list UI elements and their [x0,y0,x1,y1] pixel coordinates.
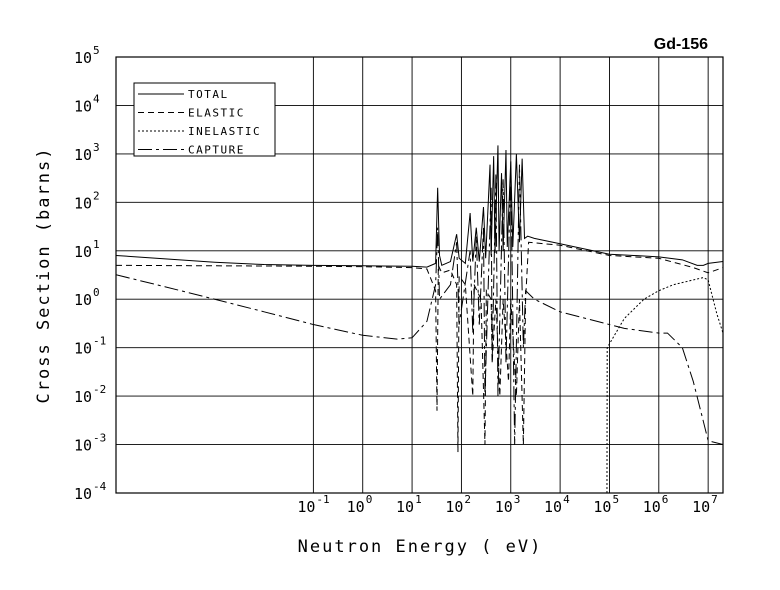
y-tick-base: 10 [74,437,92,455]
x-tick-label: 10 6 [643,493,669,516]
x-tick-exponent: 6 [662,493,669,506]
y-tick-exponent: -2 [93,383,106,396]
y-tick-exponent: 4 [93,92,100,105]
y-tick-label: 10 2 [74,189,100,212]
series-layer [116,145,723,493]
chart-title: Gd-156 [653,36,708,53]
y-tick-label: 10 0 [74,286,100,309]
y-tick-exponent: -1 [93,335,106,348]
x-tick-label: 10 -1 [297,493,329,516]
tick-labels: 10 -1 10 0 10 1 10 2 10 3 10 4 10 5 10 6 10 710 -410 -310 -2… [74,44,718,516]
x-tick-base: 10 [495,498,513,516]
series-line-capture [116,164,723,446]
x-tick-label: 10 1 [396,493,422,516]
x-tick-base: 10 [593,498,611,516]
y-tick-label: 10 -3 [74,432,106,455]
y-tick-label: 10 3 [74,141,100,164]
x-tick-exponent: 7 [711,493,718,506]
y-tick-base: 10 [74,146,92,164]
y-tick-exponent: 2 [93,189,100,202]
y-tick-exponent: 1 [93,238,100,251]
y-tick-base: 10 [74,97,92,115]
x-tick-base: 10 [347,498,365,516]
x-tick-label: 10 3 [495,493,521,516]
x-tick-exponent: 3 [514,493,521,506]
x-tick-exponent: 5 [612,493,619,506]
y-tick-base: 10 [74,194,92,212]
y-tick-base: 10 [74,49,92,67]
x-tick-label: 10 2 [445,493,471,516]
x-tick-exponent: 4 [563,493,570,506]
series-line-inelastic [606,277,723,493]
legend-box [133,82,276,157]
y-tick-base: 10 [74,243,92,261]
y-tick-label: 10 1 [74,238,100,261]
x-tick-label: 10 0 [347,493,373,516]
legend: TOTAL ELASTIC INELASTIC CAPTURE [133,82,276,157]
y-tick-label: 10 4 [74,92,100,115]
x-tick-base: 10 [643,498,661,516]
y-tick-base: 10 [74,485,92,503]
legend-label-capture: CAPTURE [188,144,245,157]
y-tick-label: 10 -4 [74,480,107,503]
x-tick-label: 10 5 [593,493,619,516]
y-tick-label: 10 5 [74,44,100,67]
x-tick-base: 10 [544,498,562,516]
y-tick-label: 10 -2 [74,383,106,406]
legend-label-elastic: ELASTIC [188,107,245,120]
x-tick-exponent: 0 [366,493,373,506]
x-tick-base: 10 [445,498,463,516]
x-tick-base: 10 [396,498,414,516]
y-tick-label: 10 -1 [74,335,106,358]
y-tick-exponent: -3 [93,432,106,445]
x-tick-exponent: -1 [316,493,329,506]
y-tick-exponent: 3 [93,141,100,154]
x-tick-base: 10 [692,498,710,516]
x-tick-exponent: 1 [415,493,422,506]
y-tick-exponent: 0 [93,286,100,299]
y-tick-base: 10 [74,291,92,309]
plot-frame [115,56,724,494]
legend-label-inelastic: INELASTIC [188,125,261,138]
x-tick-label: 10 7 [692,493,718,516]
x-tick-exponent: 2 [464,493,471,506]
x-axis-label: Neutron Energy ( eV) [297,537,543,557]
series-line-total [116,145,723,268]
y-tick-exponent: 5 [93,44,100,57]
x-tick-label: 10 4 [544,493,570,516]
x-tick-base: 10 [297,498,315,516]
series-line-elastic [116,241,723,453]
y-tick-base: 10 [74,388,92,406]
y-tick-base: 10 [74,340,92,358]
y-tick-exponent: -4 [93,480,107,493]
legend-label-total: TOTAL [188,88,229,101]
